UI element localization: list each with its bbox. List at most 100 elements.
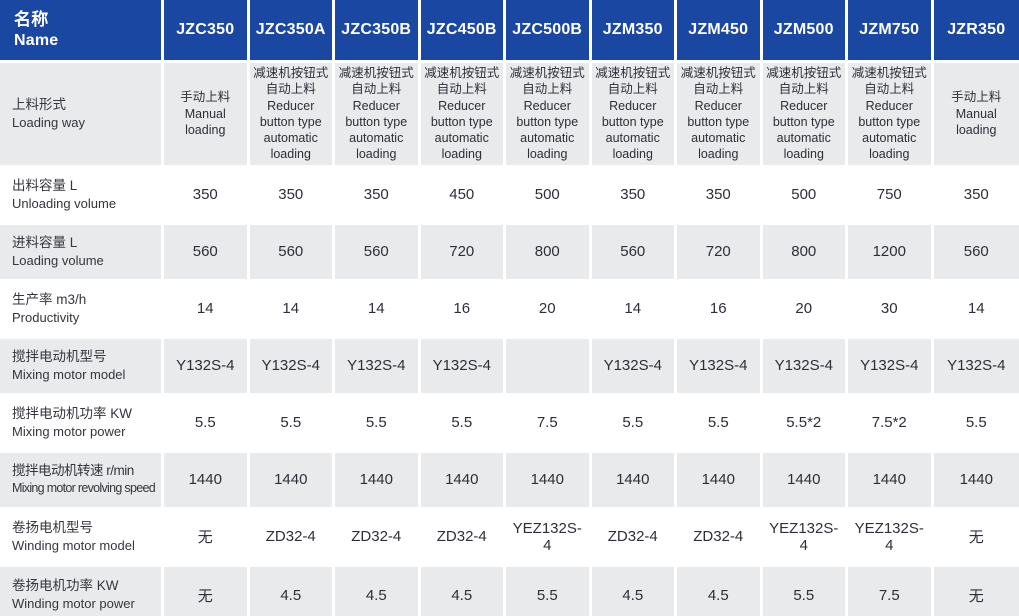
spec-cell: ZD32-4 xyxy=(249,509,335,567)
cell-text-cn: 手动上料 xyxy=(180,90,231,105)
spec-cell: Y132S-4 xyxy=(762,338,848,396)
spec-cell: ZD32-4 xyxy=(591,509,677,567)
spec-cell: 14 xyxy=(249,281,335,339)
spec-cell: 1200 xyxy=(848,224,934,282)
row-label-en: Mixing motor model xyxy=(12,366,126,382)
row-label-cn: 搅拌电动机功率 KW xyxy=(12,405,132,421)
row-label-en: Loading way xyxy=(12,115,85,131)
spec-cell: 4.5 xyxy=(420,566,506,616)
spec-cell: 5.5 xyxy=(933,396,1019,453)
spec-cell: 5.5 xyxy=(249,395,335,453)
spec-cell: 560 xyxy=(933,224,1019,282)
spec-cell: 1440 xyxy=(677,452,763,510)
row-label-en: Winding motor model xyxy=(12,537,135,553)
cell-text-en: Reducer button type automatic loading xyxy=(259,98,322,162)
spec-cell: 7.5*2 xyxy=(848,395,934,453)
spec-cell: 560 xyxy=(164,224,250,282)
row-label-cn: 出料容量 L xyxy=(12,177,78,193)
spec-cell: 5.5*2 xyxy=(762,395,848,453)
spec-cell: ZD32-4 xyxy=(335,509,421,567)
spec-cell: 无 xyxy=(933,566,1019,616)
spec-cell: 1440 xyxy=(762,452,848,510)
row-label-en: Mixing motor revolving speed xyxy=(12,481,156,496)
spec-cell: YEZ132S-4 xyxy=(506,509,592,567)
row-label-en: Winding motor power xyxy=(12,596,135,612)
spec-cell: 16 xyxy=(420,281,506,339)
model-header-jzm500: JZM500 xyxy=(762,0,848,63)
spec-cell xyxy=(506,338,592,396)
cell-text-cn: 减速机按钮式自动上料 xyxy=(680,66,756,97)
spec-cell: Y132S-4 xyxy=(933,338,1019,396)
header-name-cell: 名称 Name xyxy=(0,0,164,63)
spec-cell: 800 xyxy=(762,224,848,282)
spec-cell: 减速机按钮式自动上料 Reducer button type automatic … xyxy=(762,63,848,168)
spec-cell: 减速机按钮式自动上料 Reducer button type automatic … xyxy=(591,63,677,168)
spec-cell: 无 xyxy=(164,509,250,567)
spec-cell: 减速机按钮式自动上料 Reducer button type automatic … xyxy=(335,63,421,168)
spec-cell: 减速机按钮式自动上料 Reducer button type automatic … xyxy=(249,63,335,168)
spec-cell: 无 xyxy=(164,566,250,616)
spec-cell: 1440 xyxy=(848,452,934,510)
spec-cell: 4.5 xyxy=(335,566,421,616)
spec-cell: 350 xyxy=(335,167,421,225)
cell-text-en: Reducer button type automatic loading xyxy=(772,98,835,162)
cell-text-en: Reducer button type automatic loading xyxy=(687,98,750,162)
row-label-cn: 搅拌电动机转速 r/min xyxy=(12,462,134,478)
spec-cell: 5.5 xyxy=(506,566,592,616)
spec-cell: 560 xyxy=(591,224,677,282)
spec-cell: 750 xyxy=(848,167,934,225)
spec-cell: 350 xyxy=(933,168,1019,225)
row-label-en: Loading volume xyxy=(12,252,104,268)
spec-cell: 减速机按钮式自动上料 Reducer button type automatic … xyxy=(420,63,506,168)
row-label-cn: 卷扬电机功率 KW xyxy=(12,578,119,594)
spec-cell: 560 xyxy=(249,224,335,282)
spec-cell: 20 xyxy=(762,281,848,339)
model-header-jzm350: JZM350 xyxy=(591,0,677,63)
spec-row-6: 搅拌电动机转速 r/min Mixing motor revolving spee… xyxy=(0,452,1019,510)
spec-cell: Y132S-4 xyxy=(677,338,763,396)
spec-cell: 720 xyxy=(420,224,506,282)
row-label: 生产率 m3/h Productivity xyxy=(0,281,164,339)
model-header-jzc350a: JZC350A xyxy=(249,0,335,63)
spec-cell: 350 xyxy=(249,167,335,225)
spec-cell: 1440 xyxy=(506,452,592,510)
spec-cell: 14 xyxy=(591,281,677,339)
spec-cell: 720 xyxy=(677,224,763,282)
spec-cell: 5.5 xyxy=(677,395,763,453)
spec-cell: 350 xyxy=(677,167,763,225)
spec-cell: YEZ132S-4 xyxy=(762,509,848,567)
model-header-jzm450: JZM450 xyxy=(677,0,763,63)
spec-cell: Y132S-4 xyxy=(335,338,421,396)
spec-cell: 手动上料 Manual loading xyxy=(164,63,250,168)
cell-text-cn: 减速机按钮式自动上料 xyxy=(338,66,414,97)
spec-row-0: 上料形式 Loading way 手动上料 Manual loading 减速机按钮式自… xyxy=(0,63,1019,168)
spec-cell: 无 xyxy=(933,510,1019,567)
spec-cell: 减速机按钮式自动上料 Reducer button type automatic … xyxy=(677,63,763,168)
spec-cell: 减速机按钮式自动上料 Reducer button type automatic … xyxy=(848,63,934,168)
spec-cell: 800 xyxy=(506,224,592,282)
spec-cell: 350 xyxy=(591,167,677,225)
spec-cell: 5.5 xyxy=(762,566,848,616)
spec-cell: 20 xyxy=(506,281,592,339)
spec-cell: YEZ132S-4 xyxy=(848,509,934,567)
spec-cell: ZD32-4 xyxy=(677,509,763,567)
row-label-en: Mixing motor power xyxy=(12,423,126,439)
spec-row-3: 生产率 m3/h Productivity 14 14 14 16 20 14 16 20 30 14 xyxy=(0,281,1019,339)
spec-cell: 1440 xyxy=(249,452,335,510)
spec-cell: Y132S-4 xyxy=(164,338,250,396)
spec-cell: 4.5 xyxy=(591,566,677,616)
cell-text-en: Reducer button type automatic loading xyxy=(430,98,493,162)
cell-text-cn: 减速机按钮式自动上料 xyxy=(595,66,671,97)
spec-cell: 7.5 xyxy=(506,395,592,453)
header-name-cn: 名称 xyxy=(14,10,49,30)
cell-text-cn: 手动上料 xyxy=(951,90,1002,105)
row-label-en: Unloading volume xyxy=(12,195,117,211)
cell-text-en: Manual loading xyxy=(955,106,997,137)
spec-cell: 1440 xyxy=(335,452,421,510)
cell-text-en: Reducer button type automatic loading xyxy=(601,98,664,162)
row-label-cn: 进料容量 L xyxy=(12,234,78,250)
spec-cell: 16 xyxy=(677,281,763,339)
spec-cell: 4.5 xyxy=(249,566,335,616)
